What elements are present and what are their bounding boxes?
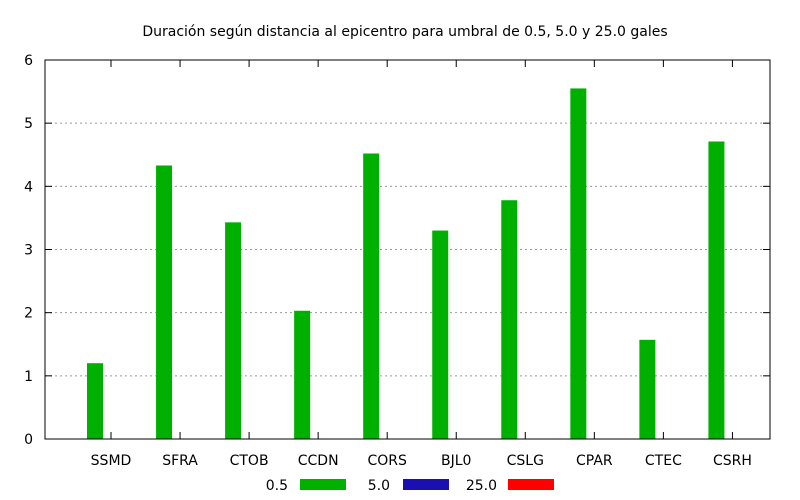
bar-ssmd-0.5 xyxy=(87,363,103,439)
legend: 0.5 5.0 25.0 xyxy=(266,478,554,494)
bar-ctec-0.5 xyxy=(639,339,656,439)
x-tick-label: SSMD xyxy=(91,453,132,469)
legend-label: 0.5 xyxy=(266,478,288,494)
bar-sfra-0.5 xyxy=(156,165,173,439)
x-tick-label: SFRA xyxy=(162,453,198,469)
x-tick-label: CSLG xyxy=(507,453,544,469)
bar-cslg-0.5 xyxy=(501,200,518,439)
y-tick-label: 1 xyxy=(24,369,33,385)
x-tick-label: CSRH xyxy=(713,453,752,469)
x-tick-label: CTOB xyxy=(230,453,269,469)
x-tick-label: BJL0 xyxy=(441,453,471,469)
x-tick-label: CTEC xyxy=(645,453,682,469)
legend-swatch xyxy=(508,479,554,490)
legend-swatch xyxy=(300,479,346,490)
bars xyxy=(87,88,725,440)
x-tick-label: CPAR xyxy=(576,453,613,469)
y-tick-label: 2 xyxy=(24,306,33,322)
axis-ticks: 0 1 2 3 4 5 6 SSMD SFRA CTOB CCDN CORS BJL0 CSLG CPAR C… xyxy=(24,53,770,469)
legend-swatch xyxy=(403,479,449,490)
bar-cors-0.5 xyxy=(363,153,380,439)
y-tick-label: 4 xyxy=(24,179,33,195)
y-tick-label: 6 xyxy=(24,53,33,69)
chart-title: Duración según distancia al epicentro pa… xyxy=(142,24,667,40)
y-tick-label: 3 xyxy=(24,243,33,259)
bar-bjl0-0.5 xyxy=(432,230,449,439)
legend-label: 5.0 xyxy=(368,478,390,494)
x-tick-label: CORS xyxy=(367,453,407,469)
bar-cpar-0.5 xyxy=(570,88,587,440)
bar-ccdn-0.5 xyxy=(294,310,311,439)
y-tick-label: 0 xyxy=(24,432,33,448)
legend-label: 25.0 xyxy=(466,478,497,494)
bar-csrh-0.5 xyxy=(708,141,725,440)
grid-lines xyxy=(45,122,770,377)
x-tick-label: CCDN xyxy=(298,453,339,469)
bar-ctob-0.5 xyxy=(225,222,242,439)
y-tick-label: 5 xyxy=(24,116,33,132)
